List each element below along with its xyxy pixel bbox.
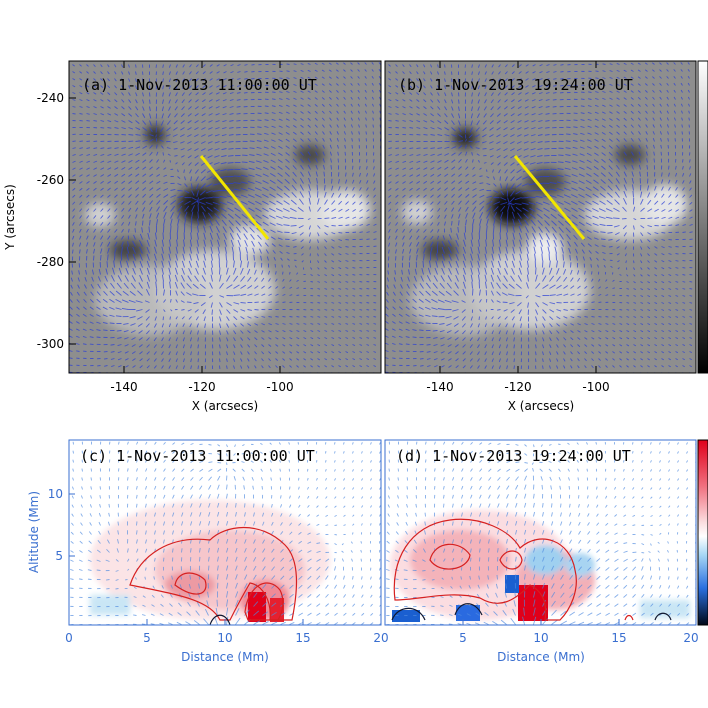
y-tick-0: -240 <box>37 91 64 105</box>
y-tick-2: -280 <box>37 255 64 269</box>
y-tick-1: -260 <box>37 173 64 187</box>
panel-c-title: (c) 1-Nov-2013 11:00:00 UT <box>80 447 315 465</box>
y-axis-label-top: Y (arcsecs) <box>3 184 17 251</box>
x-tick-a-2: -100 <box>266 380 293 394</box>
x-tick-b-1: -120 <box>504 380 531 394</box>
contours-c <box>129 526 298 621</box>
panel-b-title: (b) 1-Nov-2013 19:24:00 UT <box>398 76 633 94</box>
vector-field-c <box>70 441 381 625</box>
panel-a: (a) 1-Nov-2013 11:00:00 UT <box>68 60 382 374</box>
panel-d: (d) 1-Nov-2013 19:24:00 UT <box>384 439 697 626</box>
x-axis-label-c: Distance (Mm) <box>181 650 269 664</box>
colorbar-gray <box>697 60 708 374</box>
strong-current-c-1 <box>248 592 266 622</box>
strong-current-d-1 <box>518 585 548 621</box>
y-tick-bottom-0: 10 <box>48 487 63 501</box>
x-tick-c-1: 5 <box>143 631 151 645</box>
magnetogram-b <box>402 128 687 335</box>
x-tick-c-0: 0 <box>65 631 73 645</box>
contours-d <box>393 518 634 621</box>
negative-current-d-1 <box>505 575 519 593</box>
top-axes: -140 -120 -100 -140 -120 -100 X (arcsecs… <box>3 61 610 413</box>
x-tick-d-2: 15 <box>611 631 626 645</box>
vector-field-a <box>69 62 381 373</box>
panel-b: (b) 1-Nov-2013 19:24:00 UT <box>384 60 697 374</box>
magnetogram-a <box>85 125 370 335</box>
x-tick-c-2: 10 <box>217 631 232 645</box>
x-tick-b-0: -140 <box>426 380 453 394</box>
x-tick-a-0: -140 <box>110 380 137 394</box>
x-tick-d-3: 20 <box>683 631 698 645</box>
panel-a-title: (a) 1-Nov-2013 11:00:00 UT <box>82 76 317 94</box>
contours-d-negative <box>391 603 672 621</box>
x-axis-label-d: Distance (Mm) <box>497 650 585 664</box>
x-tick-a-1: -120 <box>188 380 215 394</box>
panel-c: (c) 1-Nov-2013 11:00:00 UT <box>68 439 382 626</box>
y-axis-label-bottom: Altitude (Mm) <box>27 491 41 573</box>
panel-d-title: (d) 1-Nov-2013 19:24:00 UT <box>396 447 631 465</box>
x-tick-d-1: 10 <box>533 631 548 645</box>
negative-current-d-3 <box>456 605 480 621</box>
x-tick-c-3: 15 <box>295 631 310 645</box>
y-tick-3: -300 <box>37 337 64 351</box>
bottom-axes: 0 5 10 15 20 5 10 15 20 Distance (Mm) Di… <box>27 487 699 664</box>
colorbar-current <box>697 439 708 626</box>
slice-line-b <box>513 155 586 240</box>
x-tick-b-2: -100 <box>582 380 609 394</box>
x-tick-c-4: 20 <box>373 631 388 645</box>
vector-field-b <box>385 62 693 373</box>
x-axis-label-a: X (arcsecs) <box>192 399 259 413</box>
slice-line-a <box>199 155 270 240</box>
x-tick-d-0: 5 <box>459 631 467 645</box>
y-tick-bottom-1: 5 <box>55 549 63 563</box>
x-axis-label-b: X (arcsecs) <box>508 399 575 413</box>
